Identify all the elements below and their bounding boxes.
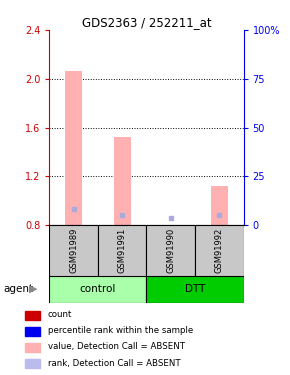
- Bar: [98, 225, 146, 276]
- Bar: [49, 225, 98, 276]
- Text: agent: agent: [3, 284, 33, 294]
- Bar: [211, 186, 228, 225]
- Bar: [146, 276, 244, 303]
- Bar: [25, 327, 40, 336]
- Text: control: control: [80, 284, 116, 294]
- Bar: [49, 276, 146, 303]
- Bar: [25, 343, 40, 352]
- Bar: [65, 71, 82, 225]
- Text: ▶: ▶: [29, 284, 38, 294]
- Bar: [25, 310, 40, 320]
- Text: GSM91992: GSM91992: [215, 228, 224, 273]
- Text: count: count: [48, 310, 72, 319]
- Title: GDS2363 / 252211_at: GDS2363 / 252211_at: [82, 16, 211, 29]
- Bar: [25, 359, 40, 368]
- Text: value, Detection Call = ABSENT: value, Detection Call = ABSENT: [48, 342, 185, 351]
- Bar: [114, 137, 131, 225]
- Text: GSM91989: GSM91989: [69, 228, 78, 273]
- Text: percentile rank within the sample: percentile rank within the sample: [48, 326, 193, 335]
- Bar: [146, 225, 195, 276]
- Text: rank, Detection Call = ABSENT: rank, Detection Call = ABSENT: [48, 358, 180, 368]
- Text: DTT: DTT: [185, 284, 205, 294]
- Text: GSM91991: GSM91991: [118, 228, 127, 273]
- Text: GSM91990: GSM91990: [166, 228, 175, 273]
- Bar: [195, 225, 244, 276]
